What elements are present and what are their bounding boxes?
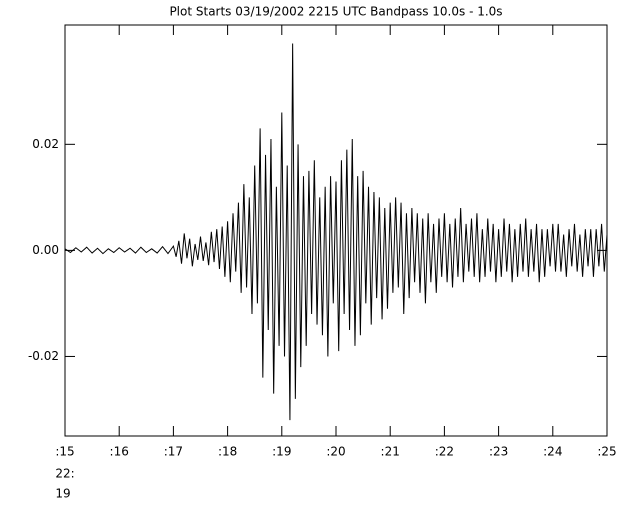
x-sub-label: 22: — [55, 467, 74, 481]
x-tick-label: :18 — [218, 445, 237, 459]
x-tick-label: :22 — [435, 445, 454, 459]
x-sub-label: 19 — [55, 487, 70, 501]
x-tick-label: :15 — [55, 445, 74, 459]
y-tick-label: -0.02 — [28, 349, 59, 363]
x-tick-label: :16 — [110, 445, 129, 459]
x-tick-label: :17 — [164, 445, 183, 459]
x-tick-label: :21 — [381, 445, 400, 459]
y-tick-label: 0.00 — [32, 243, 59, 257]
x-tick-label: :25 — [597, 445, 616, 459]
x-tick-label: :24 — [543, 445, 562, 459]
y-tick-label: 0.02 — [32, 137, 59, 151]
x-tick-label: :20 — [326, 445, 345, 459]
waveform-line — [64, 43, 608, 421]
x-tick-label: :19 — [272, 445, 291, 459]
x-tick-label: :23 — [489, 445, 508, 459]
chart-title: Plot Starts 03/19/2002 2215 UTC Bandpass… — [169, 5, 502, 19]
